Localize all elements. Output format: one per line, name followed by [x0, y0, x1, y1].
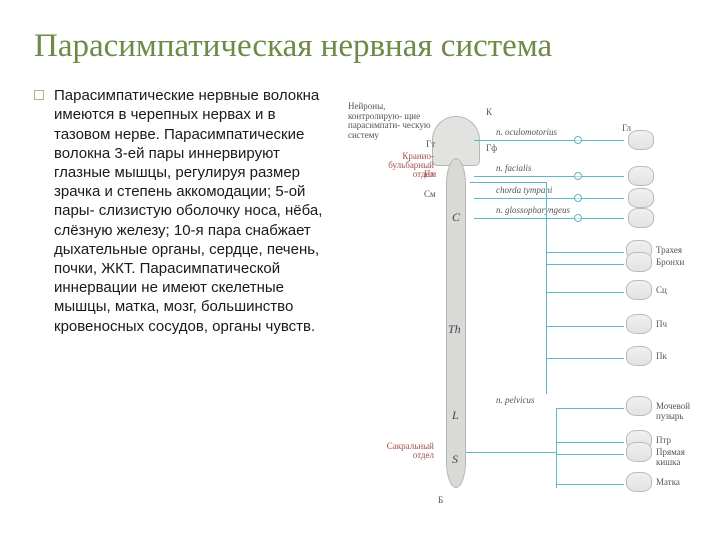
vagus-branch — [546, 358, 624, 359]
organ-shape — [626, 472, 652, 492]
pelvic-branch — [556, 454, 624, 455]
organ-label: Мочевой пузырь — [656, 402, 690, 421]
vagus-trunk — [546, 182, 547, 394]
ganglion — [574, 172, 582, 180]
nerve-line — [474, 198, 624, 199]
body-paragraph: Парасимпатические нервные волокна имеютс… — [54, 86, 336, 335]
organ-label: Птр — [656, 436, 671, 445]
anatomy-diagram: Нейроны, контролирую- щие парасимпати- ч… — [346, 82, 686, 522]
segment-th: Th — [448, 322, 461, 337]
organ-shape — [626, 314, 652, 334]
nerve-line — [474, 218, 624, 219]
nerve-label: n. oculomotorius — [496, 128, 557, 137]
vagus-branch — [546, 326, 624, 327]
organ-shape — [628, 130, 654, 150]
organ-shape — [626, 396, 652, 416]
pelvic-branch — [556, 408, 624, 409]
marker-k: К — [486, 108, 492, 117]
organ-shape — [628, 188, 654, 208]
pelvic-nerve-label: n. pelvicus — [496, 396, 535, 405]
neurons-header-label: Нейроны, контролирую- щие парасимпати- ч… — [348, 102, 434, 140]
sacral-section-label: Сакральный отдел — [380, 442, 434, 460]
ganglion — [574, 136, 582, 144]
ganglion — [574, 214, 582, 222]
text-column: Парасимпатические нервные волокна имеютс… — [34, 82, 336, 522]
bullet-icon — [34, 90, 44, 100]
organ-shape — [628, 166, 654, 186]
organ-shape — [626, 346, 652, 366]
marker-cm: См — [424, 190, 436, 199]
nerve-label: n. facialis — [496, 164, 532, 173]
organ-label: Пч — [656, 320, 667, 329]
slide-title: Парасимпатическая нервная система — [34, 28, 686, 64]
organ-shape — [628, 208, 654, 228]
organ-label: Трахея — [656, 246, 682, 255]
marker-gf: Гф — [486, 144, 497, 153]
nerve-line — [474, 140, 624, 141]
vagus-branch — [546, 292, 624, 293]
pelvic-nerve — [466, 452, 556, 453]
organ-label: Сц — [656, 286, 667, 295]
marker-pm: Пм — [424, 170, 436, 179]
pelvic-branch — [556, 484, 624, 485]
vagus-branch — [546, 264, 624, 265]
organ-shape — [626, 442, 652, 462]
marker-gt: Гт — [426, 140, 435, 149]
segment-s: S — [452, 452, 458, 467]
organ-label: Пк — [656, 352, 667, 361]
organ-shape — [626, 252, 652, 272]
segment-l: L — [452, 408, 459, 423]
nerve-line — [474, 176, 624, 177]
organ-label: Матка — [656, 478, 680, 487]
organ-shape — [626, 280, 652, 300]
nerve-label: n. glossopharyngeus — [496, 206, 570, 215]
vagus-root — [470, 182, 546, 183]
organ-label: Бронхи — [656, 258, 684, 267]
segment-c: C — [452, 210, 460, 225]
ganglion — [574, 194, 582, 202]
vagus-branch — [546, 252, 624, 253]
nerve-label: chorda tympani — [496, 186, 552, 195]
pelvic-trunk — [556, 408, 557, 488]
pelvic-branch — [556, 442, 624, 443]
content-row: Парасимпатические нервные волокна имеютс… — [34, 82, 686, 522]
organ-label: Прямая кишка — [656, 448, 686, 467]
marker-b: Б — [438, 496, 443, 505]
